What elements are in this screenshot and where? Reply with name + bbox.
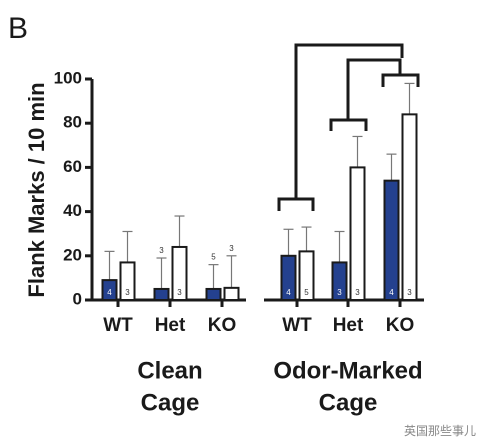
watermark: 英国那些事儿: [404, 424, 476, 438]
y-tick-label: 20: [63, 245, 82, 264]
n-label: 3: [229, 244, 234, 253]
bar: [171, 245, 188, 302]
y-tick-label: 40: [63, 201, 82, 220]
n-label: 3: [407, 288, 412, 297]
y-tick-label: 0: [73, 289, 82, 308]
bar: [401, 113, 418, 301]
bar: [101, 279, 118, 301]
bracket: [277, 197, 315, 211]
n-label: 5: [211, 253, 216, 262]
bar: [205, 287, 222, 302]
y-tick-label: 100: [54, 68, 82, 87]
y-tick-label: 80: [63, 113, 82, 132]
n-label: 4: [107, 288, 112, 297]
n-label: 3: [125, 288, 130, 297]
bracket: [294, 43, 404, 199]
y-tick-label: 60: [63, 157, 82, 176]
n-label: 5: [304, 288, 309, 297]
group-label: Cage: [319, 389, 378, 416]
bar: [119, 261, 136, 301]
panel-label: B: [8, 12, 28, 45]
bracket: [329, 118, 368, 131]
y-axis-label: Flank Marks / 10 min: [24, 82, 49, 297]
n-label: 4: [389, 288, 394, 297]
bracket: [346, 58, 402, 120]
significance-brackets: [277, 43, 420, 211]
bar: [298, 250, 315, 302]
n-label: 3: [159, 246, 164, 255]
bracket: [381, 73, 420, 87]
bar: [280, 254, 297, 302]
bar: [223, 286, 240, 302]
x-tick-label: KO: [386, 315, 415, 336]
x-tick-label: WT: [103, 315, 133, 336]
group-label: Cage: [141, 389, 200, 416]
n-label: 3: [337, 288, 342, 297]
bar: [383, 179, 400, 301]
x-tick-label: KO: [208, 315, 237, 336]
x-tick-label: Het: [155, 315, 186, 336]
bar: [331, 261, 348, 301]
n-label: 3: [177, 288, 182, 297]
x-tick-label: Het: [333, 315, 364, 336]
bar: [153, 287, 170, 302]
group-label: Clean: [137, 357, 202, 384]
n-label: 4: [286, 288, 291, 297]
bar: [349, 166, 366, 301]
group-label: Odor-Marked: [273, 357, 422, 384]
n-label: 3: [355, 288, 360, 297]
x-tick-label: WT: [282, 315, 312, 336]
